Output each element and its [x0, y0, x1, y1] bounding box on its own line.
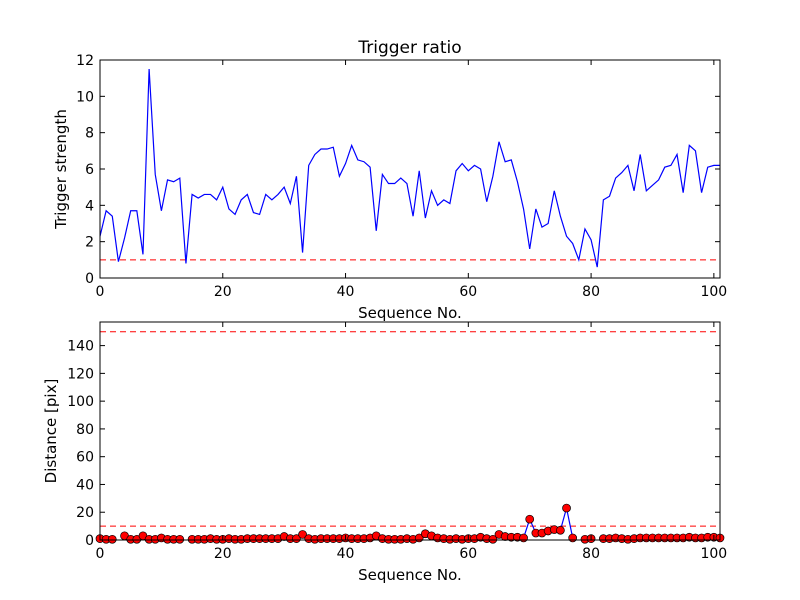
plot-area-top: [99, 69, 720, 268]
y-tick-label: 40: [76, 477, 94, 493]
x-tick-label: 60: [459, 546, 477, 562]
y-tick-label: 4: [85, 198, 94, 214]
data-point: [519, 533, 528, 543]
chart-title: Trigger ratio: [357, 38, 461, 58]
ticks-top: 0 20 40 60 80 100 0 2 4 6 8 10 12: [76, 53, 727, 300]
y-tick-label: 6: [85, 162, 94, 178]
y-tick-label: 60: [76, 450, 94, 466]
x-tick-label: 40: [337, 546, 355, 562]
data-point: [488, 534, 498, 544]
x-tick-label: 60: [459, 284, 477, 300]
y-axis-label-bottom: Distance [pix]: [42, 379, 60, 484]
chart-trigger-ratio: Trigger ratio 0 20 40 60 80 100 0 2 4 6 8 10 12 Sequ…: [52, 38, 727, 322]
y-tick-label: 2: [85, 235, 94, 251]
data-point: [107, 534, 117, 544]
y-tick-label: 120: [67, 366, 94, 382]
y-tick-label: 10: [76, 89, 94, 105]
y-axis-label-top: Trigger strength: [52, 109, 70, 230]
ticks-bottom: 0 20 40 60 80 100 0 20 40 60 80 100 120 140: [67, 322, 727, 562]
y-tick-label: 8: [85, 126, 94, 142]
data-point: [175, 534, 185, 544]
x-tick-label: 20: [214, 546, 232, 562]
data-point: [298, 530, 307, 539]
series-line: [99, 69, 720, 268]
x-tick-label: 80: [582, 546, 600, 562]
x-axis-label-bottom: Sequence No.: [358, 566, 462, 584]
y-tick-label: 0: [85, 271, 94, 287]
data-point: [556, 525, 565, 535]
chart-distance: 0 20 40 60 80 100 0 20 40 60 80 100 120 140 Sequence …: [42, 321, 727, 584]
x-tick-label: 0: [96, 546, 105, 562]
x-tick-label: 0: [96, 284, 105, 300]
axes-frame-bottom: [99, 321, 721, 541]
y-tick-label: 140: [67, 339, 94, 355]
data-point: [562, 503, 571, 513]
x-tick-label: 40: [337, 284, 355, 300]
y-tick-label: 12: [76, 53, 94, 69]
x-tick-label: 80: [582, 284, 600, 300]
y-tick-label: 100: [67, 394, 94, 410]
x-tick-label: 100: [700, 546, 727, 562]
y-tick-label: 0: [85, 533, 94, 549]
x-axis-label-top: Sequence No.: [358, 304, 462, 322]
data-point: [525, 514, 535, 524]
data-point: [568, 533, 578, 543]
x-tick-label: 20: [214, 284, 232, 300]
data-point: [292, 534, 301, 543]
x-tick-label: 100: [700, 284, 727, 300]
y-tick-label: 80: [76, 422, 94, 438]
y-tick-label: 20: [76, 505, 94, 521]
